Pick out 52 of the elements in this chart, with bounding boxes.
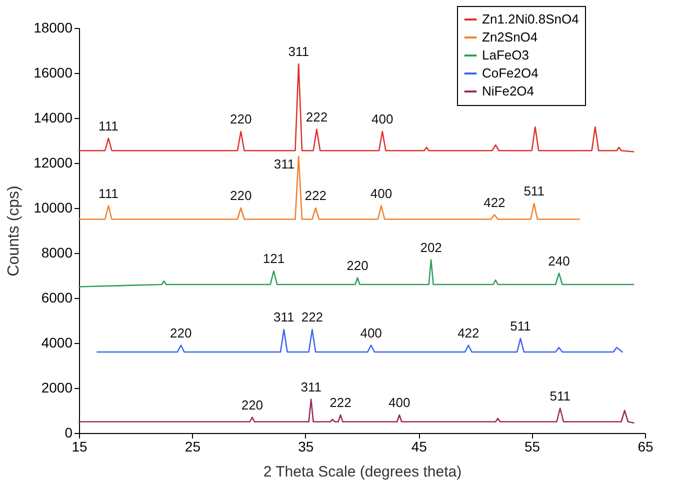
x-tick-label: 45: [411, 438, 428, 454]
legend-label: LaFeO3: [482, 48, 529, 62]
annotation: 121: [262, 251, 285, 266]
annotation: 511: [550, 388, 570, 404]
line-series: [78, 63, 634, 152]
annotation: 400: [360, 325, 382, 340]
annotation: 202: [420, 240, 442, 255]
annotation: 111: [98, 118, 118, 134]
x-tick-label: 55: [524, 438, 540, 454]
annotation: 400: [372, 112, 394, 126]
y-tick-label: 2000: [41, 380, 73, 396]
annotation: 220: [346, 258, 368, 273]
y-tick-label: 16000: [34, 64, 73, 80]
annotation: 111: [98, 186, 118, 201]
annotation: 511: [510, 318, 531, 334]
y-tick-label: 8000: [41, 244, 73, 260]
annotation: 422: [484, 194, 506, 210]
annotation: 311: [274, 156, 295, 172]
legend-label: Zn1.2Ni0.8SnO4: [482, 12, 579, 26]
annotation: 311: [300, 379, 322, 394]
x-tick-label: 15: [72, 438, 88, 454]
annotation: 222: [301, 310, 324, 324]
y-tick-label: 4000: [41, 334, 73, 350]
legend-label: Zn2SnO4: [482, 30, 538, 44]
legend-label: NiFe2O4: [482, 84, 534, 98]
y-tick-label: 0: [64, 424, 73, 440]
annotation: 311: [288, 44, 309, 59]
annotation: 222: [330, 395, 352, 410]
y-tick-label: 10000: [34, 200, 73, 216]
annotation: 400: [388, 395, 410, 410]
annotation: 220: [230, 188, 252, 203]
annotation: 222: [304, 188, 326, 203]
annotation: 220: [230, 112, 252, 126]
legend-label: CoFe2O4: [482, 66, 538, 80]
annotation: 220: [241, 397, 264, 412]
x-tick-label: 25: [184, 438, 201, 454]
y-axis-title: Counts (cps): [6, 186, 23, 276]
y-tick-label: 12000: [34, 154, 73, 170]
line-series: [78, 156, 580, 220]
y-tick-label: 14000: [34, 110, 73, 126]
annotation: 222: [306, 109, 328, 124]
annotation: 511: [524, 184, 544, 198]
x-tick-label: 65: [638, 438, 654, 454]
annotation: 311: [274, 310, 294, 324]
annotation: 422: [458, 325, 480, 340]
x-tick-label: 35: [298, 438, 314, 454]
annotation: 220: [170, 325, 192, 340]
y-tick-label: 18000: [34, 20, 73, 36]
annotation: 400: [370, 186, 392, 201]
y-tick-label: 6000: [41, 290, 73, 306]
annotation: 240: [548, 253, 570, 268]
x-axis-title: 2 Theta Scale (degrees theta): [263, 464, 462, 480]
